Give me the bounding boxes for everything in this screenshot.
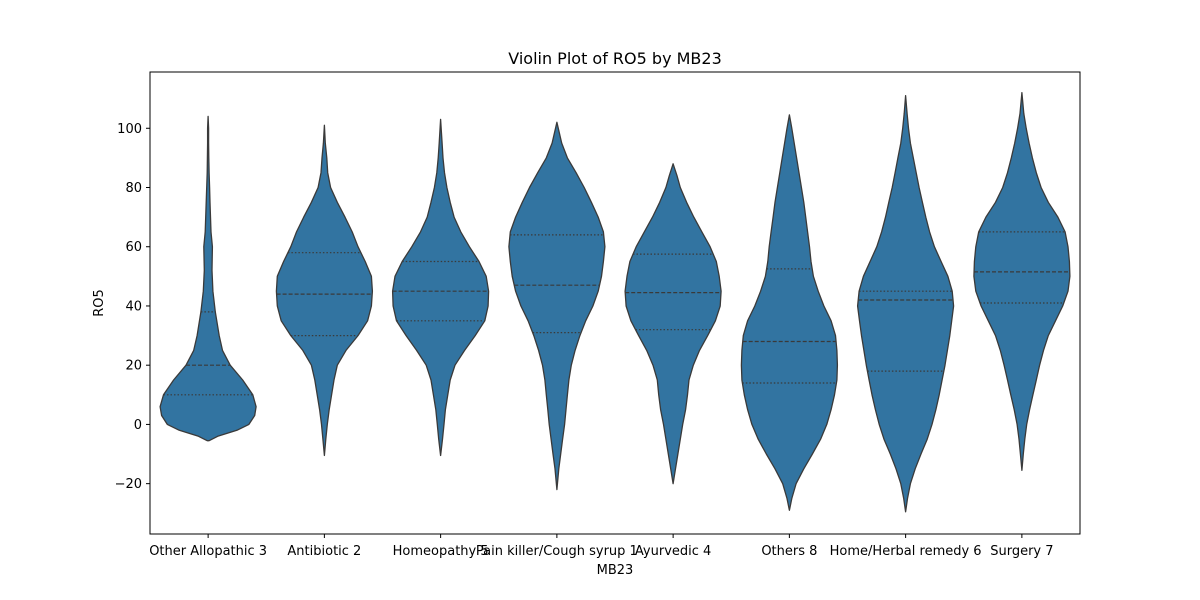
- y-tick-label: 40: [125, 299, 142, 314]
- violins-group: [159, 92, 1071, 513]
- x-axis-label: MB23: [597, 563, 634, 578]
- x-tick-label: Pain killer/Cough syrup 1: [476, 544, 638, 559]
- violin-4: [624, 163, 722, 485]
- y-axis: −20 0 20 40 60 80 100: [115, 122, 150, 492]
- y-tick-label: 0: [134, 418, 142, 433]
- x-tick-label: Ayurvedic 4: [635, 544, 711, 559]
- violin-3: [508, 121, 606, 491]
- x-tick-label: Antibiotic 2: [287, 544, 361, 559]
- violin-2: [391, 118, 490, 457]
- violin-7: [973, 92, 1071, 471]
- y-tick-label: 100: [117, 122, 142, 137]
- x-tick-label: Other Allopathic 3: [149, 544, 267, 559]
- chart-title: Violin Plot of RO5 by MB23: [508, 49, 722, 68]
- x-tick-label: Others 8: [761, 544, 817, 559]
- violin-5: [740, 114, 839, 511]
- x-tick-label: Home/Herbal remedy 6: [830, 544, 982, 559]
- y-tick-label: 60: [125, 240, 142, 255]
- plot-frame: [149, 71, 1081, 535]
- violin-0: [159, 115, 257, 442]
- x-axis: Other Allopathic 3 Antibiotic 2 Homeopathy…: [149, 534, 1054, 559]
- x-tick-label: Surgery 7: [990, 544, 1053, 559]
- violin-6: [856, 95, 955, 513]
- violin-1: [275, 124, 374, 457]
- y-tick-label: 20: [125, 359, 142, 374]
- x-tick-label: Homeopathy 5: [393, 544, 489, 559]
- y-axis-label: RO5: [92, 289, 107, 317]
- y-tick-label: −20: [115, 477, 142, 492]
- y-tick-label: 80: [125, 181, 142, 196]
